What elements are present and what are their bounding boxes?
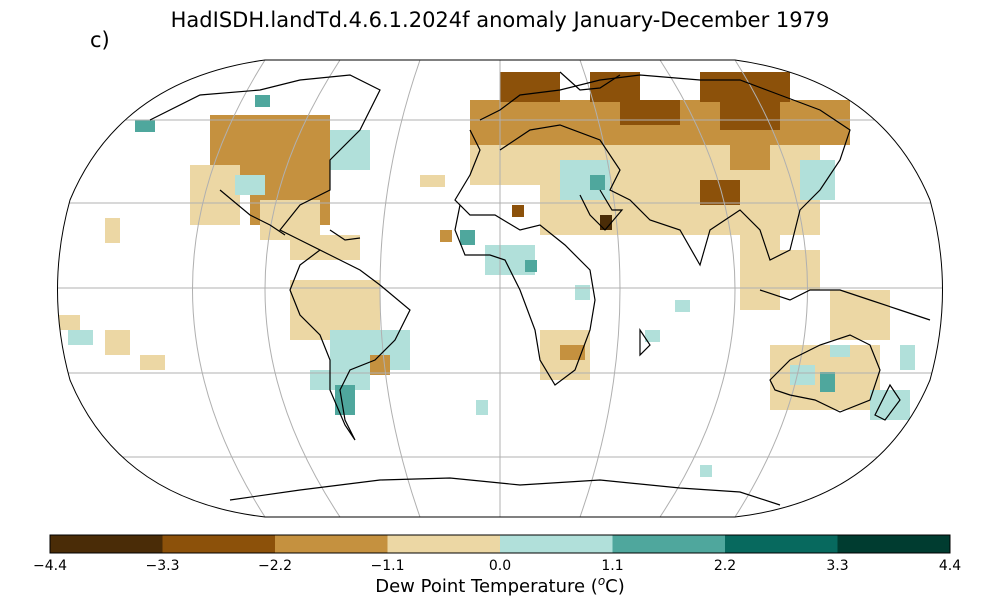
graticule [57,60,943,517]
colorbar-frame [49,534,951,554]
colorbar-tick-label: 0.0 [488,558,512,574]
colorbar-tick-label: −4.4 [33,558,67,574]
colorbar-segment [162,535,275,553]
globe-border [57,59,943,518]
colorbar-tick-label: −3.3 [145,558,180,574]
anomaly-cells [57,72,915,477]
colorbar-tick-label: 3.3 [826,558,849,574]
colorbar-segment [387,535,500,553]
colorbar-tick-label: 2.2 [713,558,737,574]
colorbar-label-main: Dew Point Temperature ( [375,576,598,597]
colorbar-tick-label: 4.4 [938,558,962,574]
panel-label: c) [90,28,110,52]
colorbar-segment [725,535,838,553]
colorbar-tick-label: 1.1 [601,558,624,574]
colorbar-tick-label: −2.2 [258,558,292,574]
colorbar-segment [612,535,725,553]
colorbar-label-end: C) [605,576,625,597]
coastlines [149,71,931,506]
colorbar-label-superscript: o [597,574,606,588]
colorbar-label: Dew Point Temperature (oC) [0,574,1000,597]
colorbar-segment [275,535,388,553]
colorbar-segment [837,535,950,553]
colorbar [50,535,950,553]
colorbar-segment [50,535,163,553]
colorbar-tick-label: −1.1 [370,558,405,574]
colorbar-segment [500,535,613,553]
map-title: HadISDH.landTd.4.6.1.2024f anomaly Janua… [170,8,830,32]
